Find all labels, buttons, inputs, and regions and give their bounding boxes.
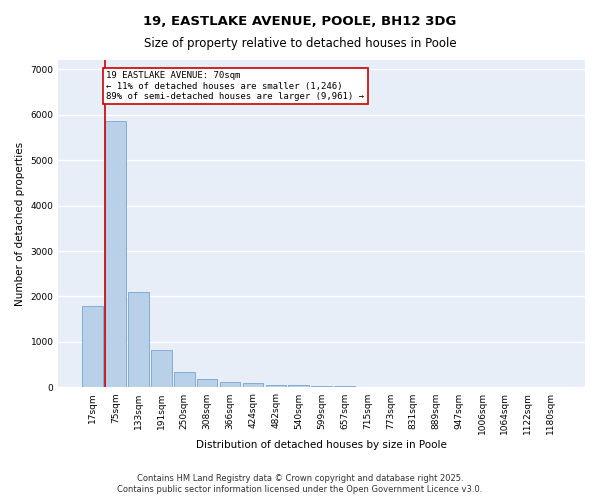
Bar	[174, 372, 194, 388]
Bar	[82, 306, 103, 388]
Text: Contains HM Land Registry data © Crown copyright and database right 2025.
Contai: Contains HM Land Registry data © Crown c…	[118, 474, 482, 494]
Bar	[334, 386, 355, 388]
Text: Size of property relative to detached houses in Poole: Size of property relative to detached ho…	[143, 38, 457, 51]
Bar	[151, 350, 172, 388]
Bar	[220, 382, 241, 388]
Bar	[289, 385, 309, 388]
Y-axis label: Number of detached properties: Number of detached properties	[15, 142, 25, 306]
Bar	[266, 384, 286, 388]
Bar	[197, 378, 217, 388]
Text: 19, EASTLAKE AVENUE, POOLE, BH12 3DG: 19, EASTLAKE AVENUE, POOLE, BH12 3DG	[143, 15, 457, 28]
Text: 19 EASTLAKE AVENUE: 70sqm
← 11% of detached houses are smaller (1,246)
89% of se: 19 EASTLAKE AVENUE: 70sqm ← 11% of detac…	[106, 72, 364, 101]
Bar	[105, 122, 126, 388]
X-axis label: Distribution of detached houses by size in Poole: Distribution of detached houses by size …	[196, 440, 447, 450]
Bar	[242, 384, 263, 388]
Bar	[311, 386, 332, 388]
Bar	[128, 292, 149, 388]
